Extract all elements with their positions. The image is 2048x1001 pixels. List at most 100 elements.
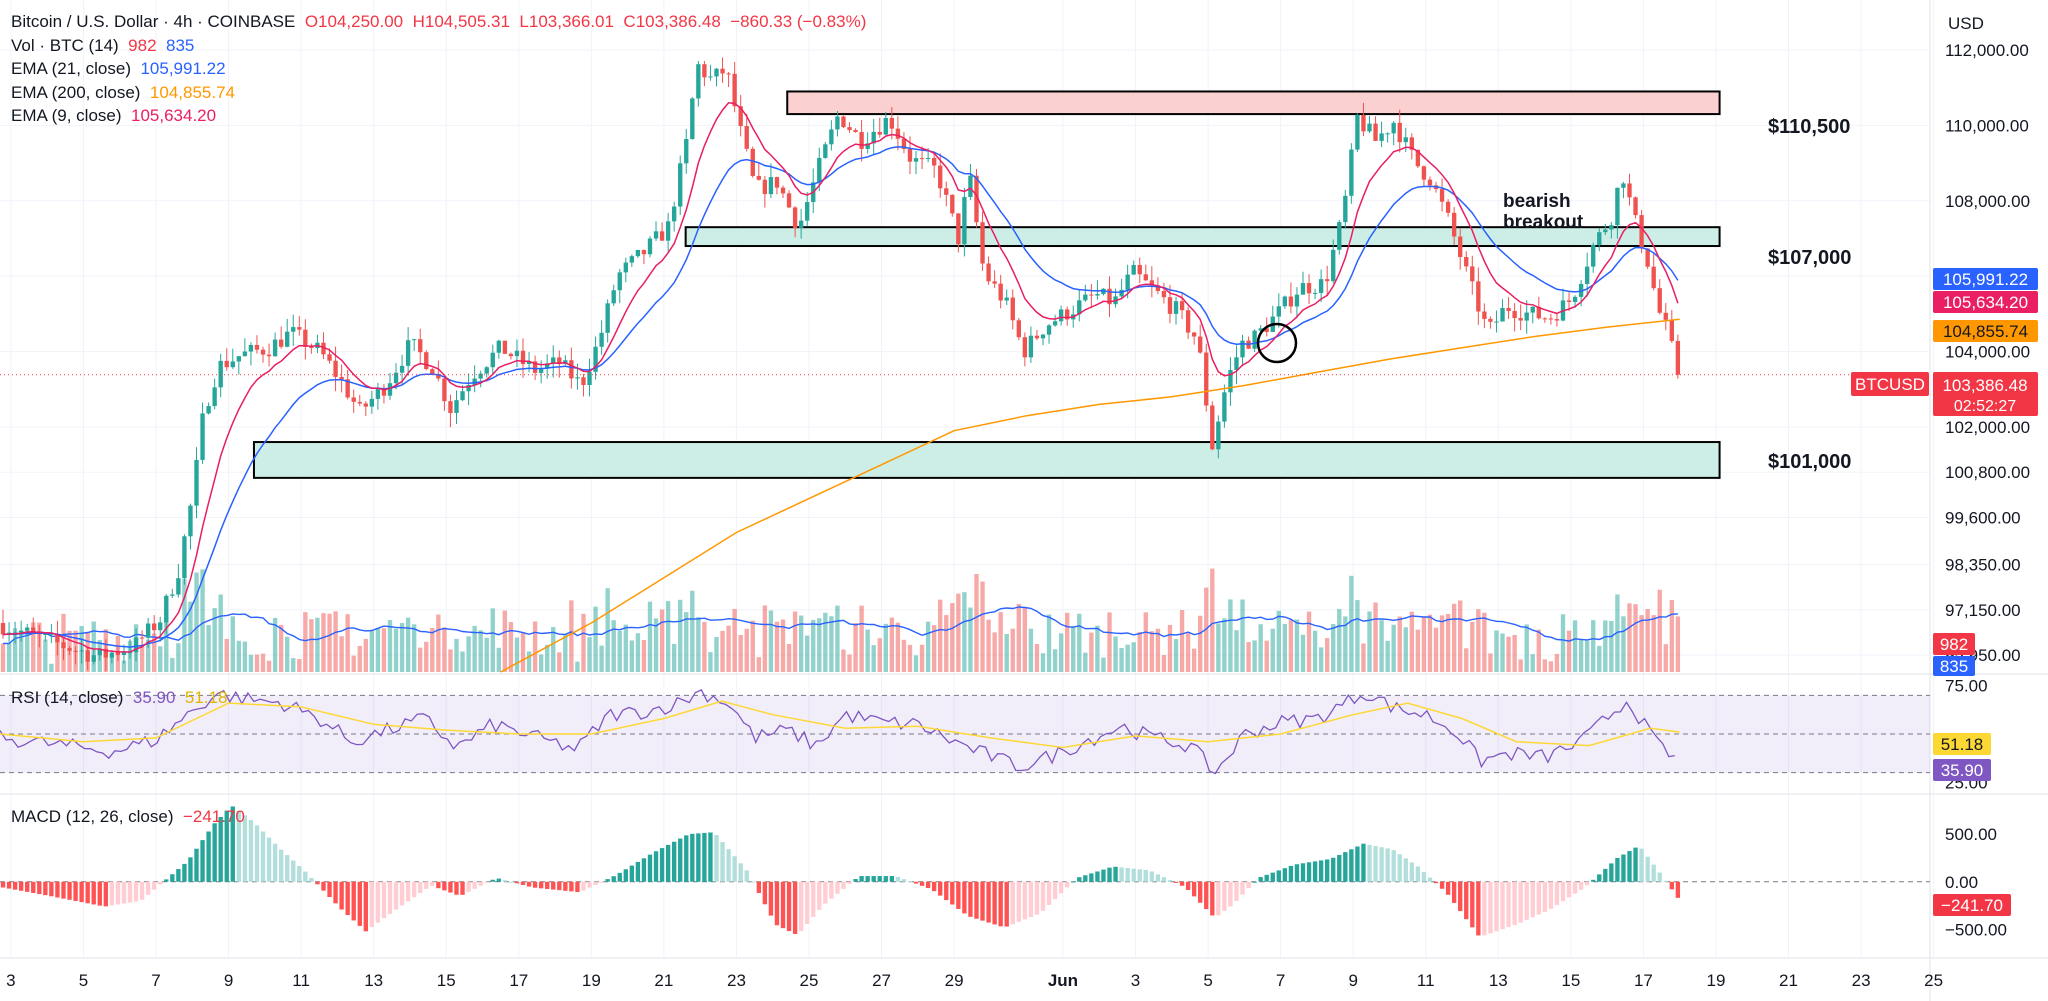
candle-body	[25, 627, 30, 631]
macd-histogram-bar	[127, 881, 133, 903]
volume-bar	[520, 632, 526, 672]
macd-histogram-bar	[91, 881, 96, 905]
macd-histogram-bar	[133, 881, 139, 902]
candle-body	[1222, 392, 1227, 422]
candle-body	[327, 354, 332, 361]
candle-body	[1530, 306, 1535, 313]
time-tick-label: 5	[79, 971, 88, 990]
macd-pane[interactable]	[0, 806, 1930, 936]
macd-histogram-bar	[750, 881, 755, 883]
macd-histogram-bar	[145, 881, 151, 895]
volume-bar	[448, 649, 453, 672]
macd-histogram-bar	[974, 881, 979, 919]
macd-histogram-bar	[1385, 848, 1390, 882]
candle-body	[1470, 266, 1475, 282]
volume-bar	[1518, 659, 1523, 672]
macd-histogram-bar	[1403, 858, 1408, 882]
volume-bar	[847, 654, 852, 672]
candle-body	[762, 179, 768, 195]
legend-volume[interactable]: Vol · BTC (14) 982 835	[11, 34, 866, 58]
ohlc-high: H104,505.31	[412, 12, 510, 31]
candle-body	[1022, 337, 1028, 358]
macd-histogram-bar	[1107, 867, 1112, 882]
candle-body	[1083, 294, 1088, 301]
currency-label[interactable]: USD	[1948, 14, 1984, 33]
candle-body	[218, 360, 223, 388]
legend-ema9[interactable]: EMA (9, close) 105,634.20	[11, 104, 866, 128]
volume-bar	[665, 601, 671, 672]
volume-bar	[998, 612, 1003, 672]
candle-body	[538, 368, 544, 373]
volume-bar	[496, 647, 502, 672]
ohlc-open: O104,250.00	[304, 12, 404, 31]
rsi-legend[interactable]: RSI (14, close) 35.90 51.18	[11, 688, 227, 708]
legend-ema200[interactable]: EMA (200, close) 104,855.74	[11, 81, 866, 105]
candle-body	[998, 283, 1003, 301]
macd-histogram-bar	[1451, 881, 1457, 903]
macd-histogram-bar	[774, 881, 780, 926]
volume-bar	[1494, 630, 1499, 672]
macd-histogram-bar	[986, 881, 991, 923]
time-tick-label: Jun	[1048, 971, 1078, 990]
volume-bar	[690, 590, 695, 672]
candle-body	[478, 373, 483, 379]
volume-bar	[357, 645, 362, 672]
candlesticks[interactable]	[0, 57, 1681, 671]
candle-body	[351, 397, 356, 402]
volume-bar	[212, 608, 217, 672]
macd-histogram-bar	[393, 881, 399, 910]
macd-histogram-bar	[629, 865, 635, 882]
volume-bar	[944, 615, 949, 672]
volume-bar	[1391, 624, 1396, 672]
volume-bar	[1234, 630, 1239, 672]
symbol-row[interactable]: Bitcoin / U.S. Dollar · 4h · COINBASE O1…	[11, 10, 866, 34]
legend-ema21[interactable]: EMA (21, close) 105,991.22	[11, 57, 866, 81]
volume-bar	[242, 641, 248, 672]
volume-bar	[1191, 648, 1197, 672]
candle-body	[466, 384, 471, 392]
macd-histogram-bar	[369, 881, 375, 927]
macd-histogram-bar	[532, 881, 538, 888]
macd-legend[interactable]: MACD (12, 26, close) −241.70	[11, 807, 245, 827]
volume-bar	[1361, 643, 1366, 672]
rsi-pane[interactable]	[0, 689, 1930, 775]
macd-histogram-bar	[260, 831, 266, 882]
volume-bar	[1566, 630, 1572, 672]
volume-bar	[12, 628, 18, 672]
rsi-label: RSI (14, close)	[11, 688, 124, 707]
volume-bar	[1137, 632, 1142, 672]
volume-bar	[508, 622, 514, 672]
macd-histogram-bar	[1065, 881, 1070, 888]
macd-histogram-bar	[236, 810, 242, 882]
macd-tick-label: 0.00	[1945, 873, 1978, 892]
volume-bar	[950, 603, 955, 672]
candle-body	[1403, 137, 1408, 143]
macd-histogram-bar	[1603, 868, 1608, 882]
volume-bar	[1379, 620, 1384, 672]
macd-histogram-bar	[478, 881, 483, 886]
candle-body	[1657, 288, 1662, 313]
volume-bar	[230, 616, 235, 672]
macd-histogram-bar	[266, 837, 272, 882]
symbol-title[interactable]: Bitcoin / U.S. Dollar · 4h · COINBASE	[11, 12, 296, 31]
volume-bar	[575, 661, 580, 672]
candle-body	[272, 339, 278, 357]
volume-bar	[327, 613, 332, 672]
macd-histogram-bar	[835, 881, 840, 894]
volume-bar	[1609, 620, 1614, 672]
macd-histogram-bar	[496, 878, 502, 882]
macd-histogram-bar	[1494, 881, 1499, 932]
volume-bar	[1143, 612, 1148, 672]
time-tick-label: 17	[1634, 971, 1653, 990]
volume-bar	[629, 640, 635, 672]
macd-histogram-bar	[242, 815, 248, 882]
volume-bar	[1476, 609, 1481, 672]
macd-histogram-bar	[224, 810, 229, 882]
axes[interactable]: 112,000.00 110,000.00 108,000.00 104,000.00…	[6, 41, 2030, 990]
macd-histogram-bar	[569, 881, 574, 892]
macd-histogram-bar	[248, 819, 254, 882]
symbol-tag-bg	[1851, 372, 1929, 396]
macd-histogram-bar	[49, 881, 54, 897]
volume-bar	[418, 647, 423, 672]
